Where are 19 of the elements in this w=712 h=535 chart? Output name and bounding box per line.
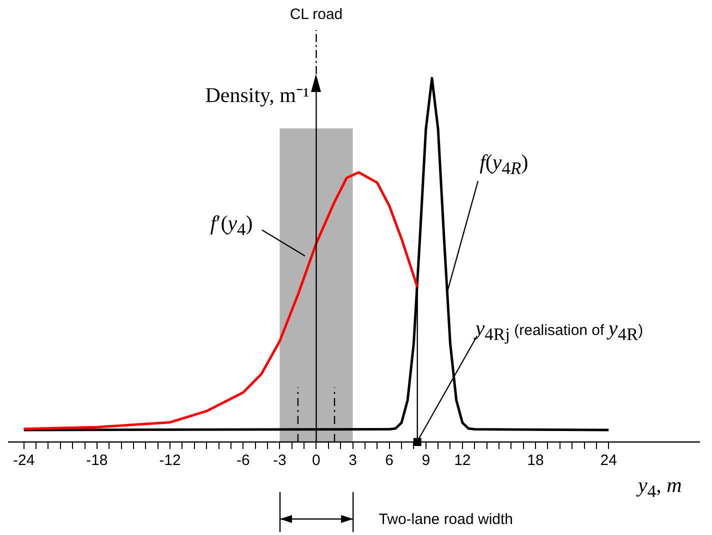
x-tick-label: 3 <box>348 452 357 470</box>
x-tick-label: -12 <box>159 452 181 470</box>
x-tick-label: 6 <box>385 452 394 470</box>
x-tick-label: 18 <box>527 452 544 470</box>
x-tick-label: -18 <box>86 452 108 470</box>
x-tick-label: 0 <box>312 452 320 470</box>
x-tick-label: 12 <box>454 452 471 470</box>
y-axis-title: Density, m⁻¹ <box>205 82 310 106</box>
annotation: f(y$_{4}$$_{R}$) <box>480 150 528 178</box>
x-tick-label: 9 <box>422 452 430 470</box>
annotation: y$_{4Rj}$ (realisation of y$_{4R}$) <box>475 316 644 344</box>
annotation: f′(y$_{4}$) <box>210 211 253 240</box>
x-tick-label: -6 <box>236 452 250 470</box>
x-axis-title: y$_{4}$, m <box>638 473 682 502</box>
ref-line-label: CL road <box>290 6 343 24</box>
x-tick-label: -24 <box>12 452 35 470</box>
x-tick-label: -3 <box>273 452 286 470</box>
x-tick-label: 24 <box>600 452 617 470</box>
text: Two-lane road width <box>378 510 514 528</box>
